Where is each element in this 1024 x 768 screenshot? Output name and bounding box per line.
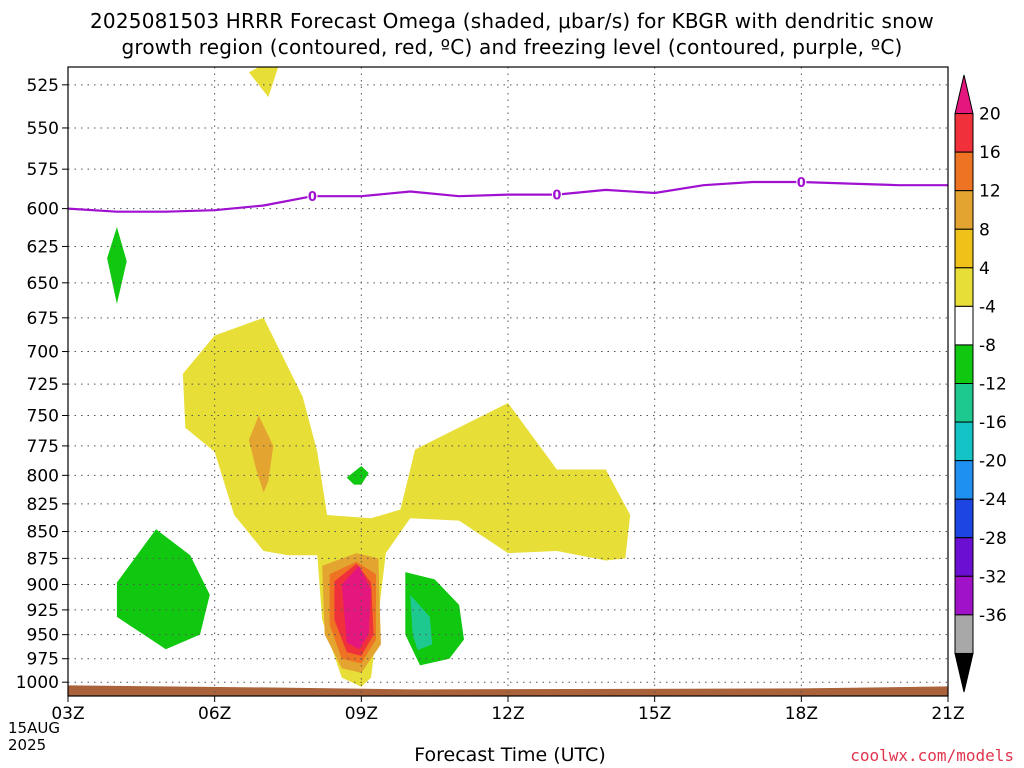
y-tick-label: 1000 [16,673,59,693]
colorbar-swatch [954,305,974,346]
omega-region-3 [248,415,274,493]
start-date-label: 15AUG 2025 [8,720,60,754]
y-tick-label: 925 [27,601,59,621]
colorbar-swatch [954,614,974,654]
x-tick-label: 12Z [491,704,524,724]
freezing-level-label: 0 [797,176,806,191]
colorbar-label: -28 [979,529,1007,549]
colorbar-label: -12 [979,375,1007,395]
colorbar-swatch [954,190,974,230]
colorbar-swatch [954,575,974,616]
y-tick-label: 700 [27,343,59,363]
colorbar-label: 8 [979,220,990,240]
colorbar-swatch [954,74,974,115]
colorbar-swatch [954,151,974,192]
start-day: 15AUG [8,719,60,737]
omega-region-6 [341,565,372,650]
y-tick-label: 725 [27,375,59,395]
x-tick-label: 18Z [785,704,818,724]
colorbar-swatch [954,537,974,577]
x-tick-label: 21Z [931,704,964,724]
omega-shaded-regions [107,67,631,687]
chart-title: 2025081503 HRRR Forecast Omega (shaded, … [0,8,1024,60]
colorbar-swatch [954,383,974,423]
omega-region-11 [410,594,433,651]
y-tick-label: 750 [27,406,59,426]
chart-title-line1: 2025081503 HRRR Forecast Omega (shaded, … [90,9,934,33]
y-tick-label: 525 [27,76,59,96]
omega-region-9 [116,529,210,650]
colorbar-label: 4 [979,259,990,279]
x-tick-label: 06Z [198,704,231,724]
x-axis-ticks: 03Z 06Z 09Z 12Z 15Z 18Z 21Z [51,696,965,724]
y-tick-label: 950 [27,626,59,646]
surface-terrain-band [68,685,948,696]
y-tick-label: 775 [27,437,59,457]
colorbar-label: 12 [979,182,1001,202]
omega-region-7 [107,227,127,304]
freezing-level-line [68,180,948,213]
credit-link[interactable]: coolwx.com/models [850,746,1014,765]
freezing-level-label: 0 [552,189,561,204]
omega-region-8 [346,466,369,485]
colorbar-swatch [954,267,974,307]
x-tick-label: 09Z [345,704,378,724]
x-tick-label: 03Z [51,704,84,724]
colorbar: 20 16 12 8 4 -4 -8 -12 -16 -20 -24 -28 -32 -36 [954,74,1007,693]
colorbar-label: -24 [979,490,1007,510]
colorbar-swatch [954,460,974,500]
colorbar-swatch [954,498,974,539]
y-tick-label: 625 [27,237,59,257]
y-tick-label: 650 [27,274,59,294]
colorbar-swatch [954,113,974,153]
colorbar-label: -36 [979,606,1007,626]
colorbar-swatch [954,652,974,693]
x-tick-label: 15Z [638,704,671,724]
freezing-level-label: 0 [308,190,317,205]
y-tick-label: 900 [27,576,59,596]
start-year: 2025 [8,736,47,754]
x-axis-title: Forecast Time (UTC) [414,744,606,766]
colorbar-swatch [954,421,974,462]
surface-band [68,685,948,696]
colorbar-label: -16 [979,413,1007,433]
y-tick-label: 825 [27,495,59,515]
colorbar-label: 16 [979,143,1001,163]
colorbar-label: -8 [979,336,996,356]
y-axis-ticks: 525 550 575 600 625 650 675 700 725 750 775 800 825 8… [16,76,68,693]
omega-region-1 [182,317,631,687]
freezing-label-bg [307,189,318,204]
y-tick-label: 675 [27,309,59,329]
y-tick-label: 975 [27,650,59,670]
colorbar-label: -20 [979,452,1007,472]
colorbar-swatch [954,344,974,384]
chart-title-line2: growth region (contoured, red, ºC) and f… [121,35,903,59]
colorbar-label: -4 [979,297,996,317]
omega-region-0 [248,67,279,98]
colorbar-label: -32 [979,567,1007,587]
freezing-label-bg [796,174,807,189]
y-tick-label: 850 [27,523,59,543]
y-tick-label: 600 [27,200,59,220]
y-tick-label: 575 [27,160,59,180]
colorbar-label: 20 [979,105,1001,125]
freezing-level-contour: 0 0 0 [68,174,948,213]
colorbar-swatch [954,228,974,269]
y-tick-label: 550 [27,119,59,139]
y-tick-label: 800 [27,466,59,486]
freezing-label-bg [551,187,562,202]
y-tick-label: 875 [27,549,59,569]
